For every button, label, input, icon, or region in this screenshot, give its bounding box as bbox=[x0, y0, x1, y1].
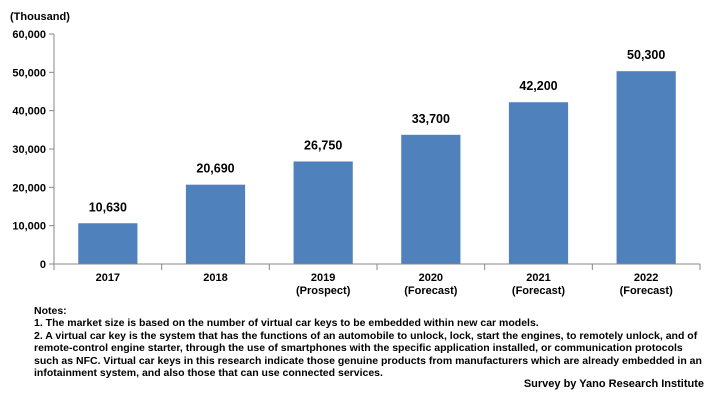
bar-chart: (Thousand) 0 10,000 20,000 30,000 40,000 50,0… bbox=[10, 11, 701, 297]
data-label: 26,750 bbox=[304, 138, 342, 152]
x-tick-sublabel: (Forecast) bbox=[404, 285, 458, 297]
x-axis: 2017 2018 2019(Prospect)2020(Forecast)2021… bbox=[53, 263, 701, 297]
bar bbox=[78, 223, 138, 264]
note-item-1: 1. The market size is based on the numbe… bbox=[34, 317, 539, 330]
bar bbox=[293, 161, 353, 264]
note-item-2: 2. A virtual car key is the system that … bbox=[34, 329, 702, 380]
bar bbox=[508, 102, 569, 264]
y-tick-label: 0 bbox=[40, 259, 46, 271]
bar bbox=[185, 184, 246, 264]
y-tick-label: 30,000 bbox=[12, 144, 46, 156]
source-credit: Survey by Yano Research Institute bbox=[523, 378, 704, 390]
y-tick-label: 10,000 bbox=[12, 221, 46, 233]
y-axis: 0 10,000 20,000 30,000 40,000 50,000 60,000 bbox=[12, 29, 55, 271]
data-label: 33,700 bbox=[412, 112, 450, 126]
notes-heading: Notes: bbox=[34, 305, 67, 317]
x-tick-label: 2022 bbox=[634, 272, 658, 284]
bar bbox=[401, 134, 461, 264]
x-tick-label: 2017 bbox=[96, 272, 120, 284]
y-tick-label: 20,000 bbox=[12, 182, 46, 194]
data-label: 50,300 bbox=[627, 48, 665, 62]
bar bbox=[616, 71, 676, 264]
y-tick-label: 60,000 bbox=[12, 29, 46, 41]
x-tick-label: 2020 bbox=[419, 272, 443, 284]
data-label: 42,200 bbox=[519, 79, 557, 93]
x-tick-sublabel: (Prospect) bbox=[296, 285, 351, 297]
bars: 10,630 20,690 26,750 33,700 42,200 50,300 bbox=[78, 48, 676, 264]
y-tick-label: 50,000 bbox=[12, 67, 46, 79]
x-tick-label: 2019 bbox=[311, 272, 335, 284]
x-tick-sublabel: (Forecast) bbox=[620, 285, 674, 297]
x-tick-label: 2021 bbox=[526, 272, 550, 284]
x-tick-label: 2018 bbox=[203, 272, 227, 284]
x-tick-sublabel: (Forecast) bbox=[512, 285, 566, 297]
y-axis-unit-label: (Thousand) bbox=[10, 11, 70, 23]
data-label: 20,690 bbox=[196, 162, 234, 176]
y-tick-label: 40,000 bbox=[12, 106, 46, 118]
notes: Notes: 1. The market size is based on th… bbox=[34, 305, 710, 379]
data-label: 10,630 bbox=[89, 200, 127, 214]
